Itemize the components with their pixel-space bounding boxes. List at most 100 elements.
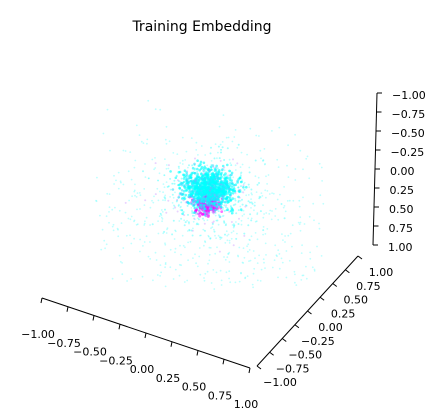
- scatter-point-halo: [165, 125, 168, 128]
- scatter-point-core: [206, 204, 210, 207]
- scatter-point-ring: [223, 221, 226, 224]
- scatter-point-core: [225, 189, 228, 193]
- scatter-point-core: [178, 187, 182, 190]
- y-tick-mark: [307, 310, 312, 315]
- scatter-point-halo: [256, 212, 259, 214]
- scatter-point-core: [183, 169, 187, 172]
- scatter-point-ring: [233, 186, 236, 189]
- scatter-point-halo: [267, 174, 270, 176]
- scatter-point-core: [209, 189, 212, 193]
- scatter-point-ring: [191, 194, 194, 197]
- scatter-point-core: [210, 180, 213, 184]
- scatter-point-halo: [228, 158, 231, 161]
- scatter-point-core: [227, 190, 231, 194]
- scatter-point-ring: [197, 206, 200, 209]
- scatter-point-halo: [235, 221, 237, 223]
- scatter-point-ring: [124, 201, 127, 204]
- scatter-point-core: [196, 191, 199, 195]
- scatter-point-core: [230, 171, 234, 175]
- scatter-point-ring: [194, 157, 196, 160]
- scatter-point-halo: [294, 179, 297, 181]
- scatter-point-halo: [268, 193, 271, 195]
- scatter-point-core: [192, 200, 195, 204]
- scatter-point-halo: [164, 243, 167, 246]
- scatter-point-halo: [190, 137, 193, 140]
- scatter-point-halo: [164, 263, 167, 266]
- scatter-point-core: [191, 191, 195, 195]
- scatter-point-core: [169, 170, 172, 173]
- scatter-point-core: [183, 197, 187, 200]
- scatter-point-halo: [247, 217, 250, 220]
- x-tick-label: 0.00: [130, 363, 155, 376]
- scatter-point-halo: [228, 270, 231, 273]
- scatter-point-halo: [156, 274, 159, 276]
- scatter-point-ring: [180, 177, 183, 180]
- y-tick-mark: [269, 351, 274, 356]
- scatter-point-ring: [217, 189, 219, 192]
- scatter-point-halo: [226, 234, 229, 237]
- scatter-point-ring: [262, 159, 265, 162]
- scatter-point-halo: [174, 247, 177, 250]
- z-tick-label: −0.50: [391, 127, 425, 140]
- scatter-point-ring: [185, 185, 188, 187]
- scatter-point-halo: [281, 261, 284, 264]
- scatter-point-core: [213, 208, 217, 212]
- scatter-point-halo: [263, 213, 265, 215]
- scatter-point-core: [198, 204, 202, 207]
- scatter-point-halo: [303, 223, 306, 225]
- scatter-point-halo: [282, 206, 285, 209]
- scatter-point-halo: [138, 192, 141, 194]
- scatter-point-halo: [192, 227, 194, 230]
- scatter-point-ring: [230, 199, 232, 202]
- scatter-point-halo: [109, 149, 111, 152]
- scatter-point-core: [239, 208, 243, 211]
- scatter-point-halo: [223, 220, 226, 223]
- scatter-point-halo: [301, 274, 304, 277]
- scatter-point-halo: [186, 279, 189, 282]
- scatter-point-core: [209, 207, 213, 211]
- scatter-point-core: [194, 180, 197, 184]
- scatter-point-core: [189, 193, 192, 196]
- z-tick-label: −0.75: [392, 108, 426, 121]
- scatter-point-halo: [204, 240, 206, 243]
- scatter-point-ring: [234, 192, 237, 195]
- scatter-point-halo: [253, 209, 255, 212]
- scatter-point-halo: [204, 230, 207, 232]
- scatter-point-halo: [266, 190, 269, 192]
- scatter-point-ring: [200, 192, 203, 195]
- scatter-point-halo: [193, 214, 196, 217]
- scatter-point-halo: [133, 237, 136, 240]
- scatter-point-halo: [214, 234, 216, 237]
- scatter-point-core: [208, 202, 212, 206]
- scatter-point-halo: [248, 186, 251, 189]
- scatter-point-halo: [294, 168, 297, 170]
- scatter-point-ring: [228, 187, 231, 190]
- scatter-point-ring: [177, 165, 180, 168]
- scatter-point-ring: [192, 193, 195, 195]
- scatter-point-halo: [258, 195, 261, 198]
- scatter-point-core: [213, 177, 217, 181]
- scatter-point-ring: [231, 182, 234, 185]
- scatter-point-halo: [159, 212, 162, 215]
- scatter-point-ring: [219, 190, 222, 193]
- scatter-point-core: [213, 167, 217, 171]
- scatter-point-ring: [205, 201, 208, 204]
- scatter-point-ring: [220, 183, 223, 186]
- scatter-point-ring: [234, 199, 237, 202]
- scatter-point-core: [202, 169, 205, 173]
- scatter-point-halo: [139, 238, 142, 241]
- scatter-point-halo: [285, 276, 288, 279]
- scatter-point-ring: [221, 206, 224, 209]
- scatter-point-halo: [283, 205, 286, 207]
- scatter-point-halo: [113, 174, 115, 177]
- scatter-point-ring: [217, 190, 220, 193]
- scatter-point-ring: [216, 167, 219, 170]
- scatter-point-ring: [209, 152, 212, 155]
- scatter-point-halo: [217, 151, 219, 154]
- scatter-point-halo: [215, 219, 218, 222]
- scatter-point-ring: [220, 181, 223, 184]
- scatter-point-ring: [178, 180, 180, 183]
- scatter-point-halo: [305, 277, 308, 280]
- z-tick-label: 0.75: [389, 222, 414, 235]
- scatter-point-halo: [256, 262, 259, 264]
